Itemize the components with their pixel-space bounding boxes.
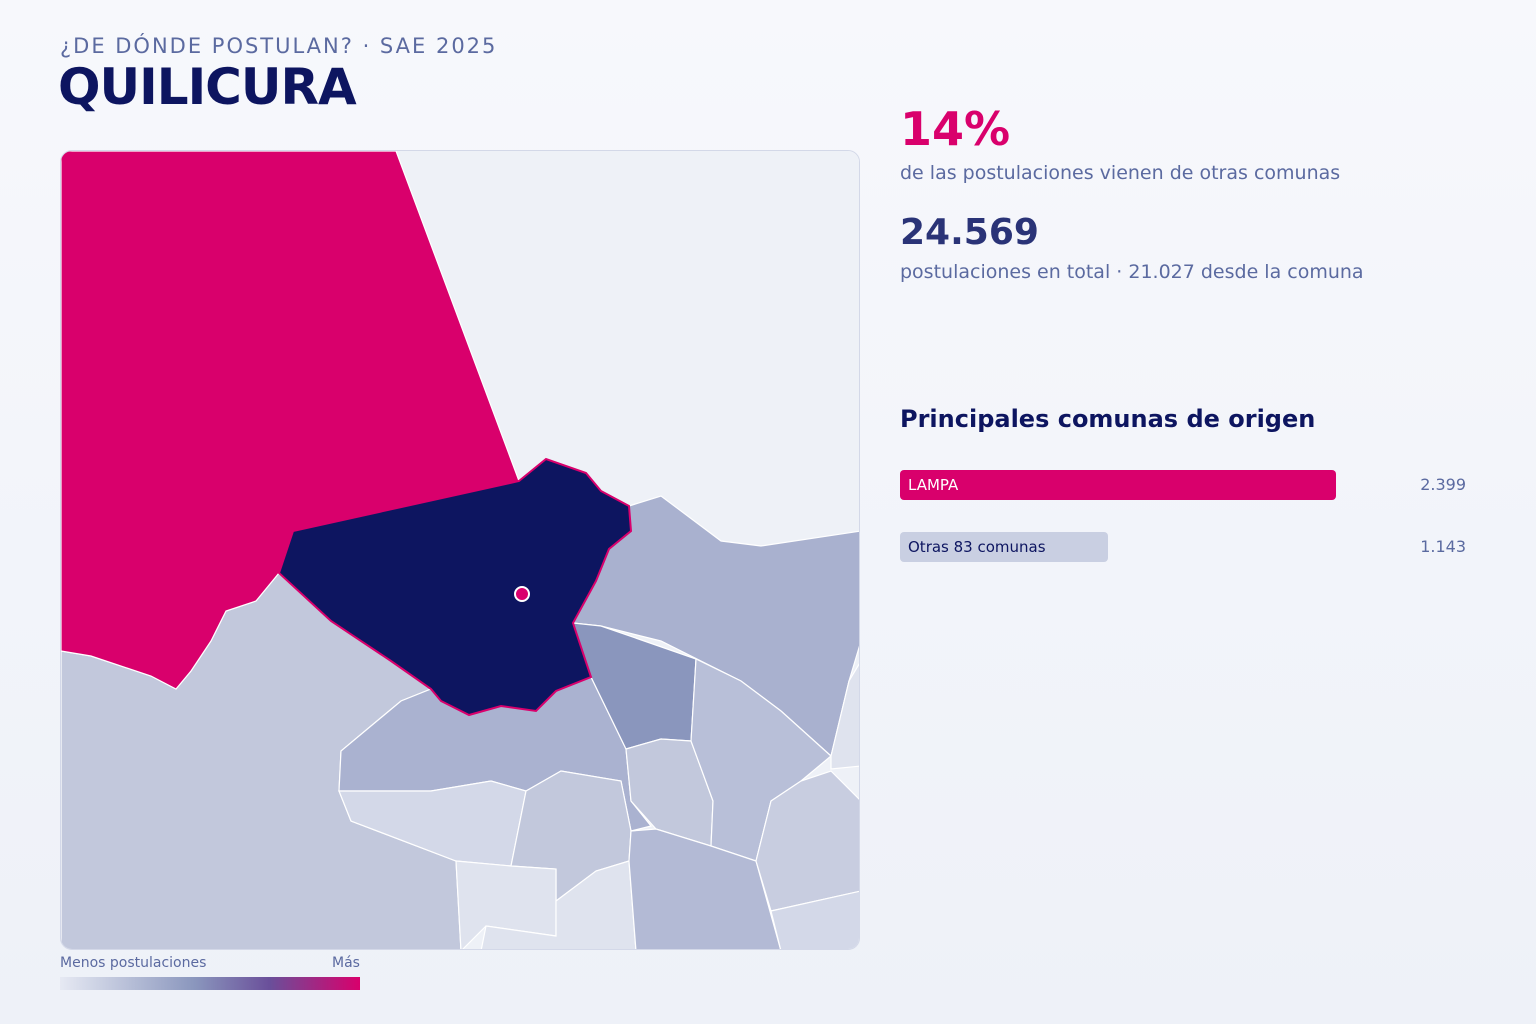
share-stat: 14% — [900, 102, 1011, 156]
share-caption: de las postulaciones vienen de otras com… — [900, 162, 1341, 184]
region — [770, 890, 859, 949]
legend-high: Más — [332, 955, 360, 971]
region — [628, 828, 782, 949]
ranking-value: 1.143 — [1420, 537, 1466, 556]
ranking-bar: LAMPA — [900, 470, 1336, 500]
region-quilicura — [277, 457, 633, 717]
kicker: ¿DE DÓNDE POSTULAN? · SAE 2025 — [60, 34, 498, 58]
legend-low: Menos postulaciones — [60, 955, 207, 971]
ranking-bar: Otras 83 comunas — [900, 532, 1108, 562]
ranking-title: Principales comunas de origen — [900, 405, 1316, 433]
commune-marker — [514, 586, 530, 602]
title: QUILICURA — [58, 58, 357, 116]
legend-gradient — [60, 977, 360, 990]
total-caption: postulaciones en total · 21.027 desde la… — [900, 261, 1364, 283]
map — [60, 150, 860, 950]
total-stat: 24.569 — [900, 212, 1039, 253]
ranking-value: 2.399 — [1420, 475, 1466, 494]
ranking-label: Otras 83 comunas — [908, 538, 1046, 556]
ranking-label: LAMPA — [908, 476, 959, 494]
map-svg — [61, 151, 859, 949]
region — [830, 663, 859, 770]
region — [480, 860, 637, 949]
